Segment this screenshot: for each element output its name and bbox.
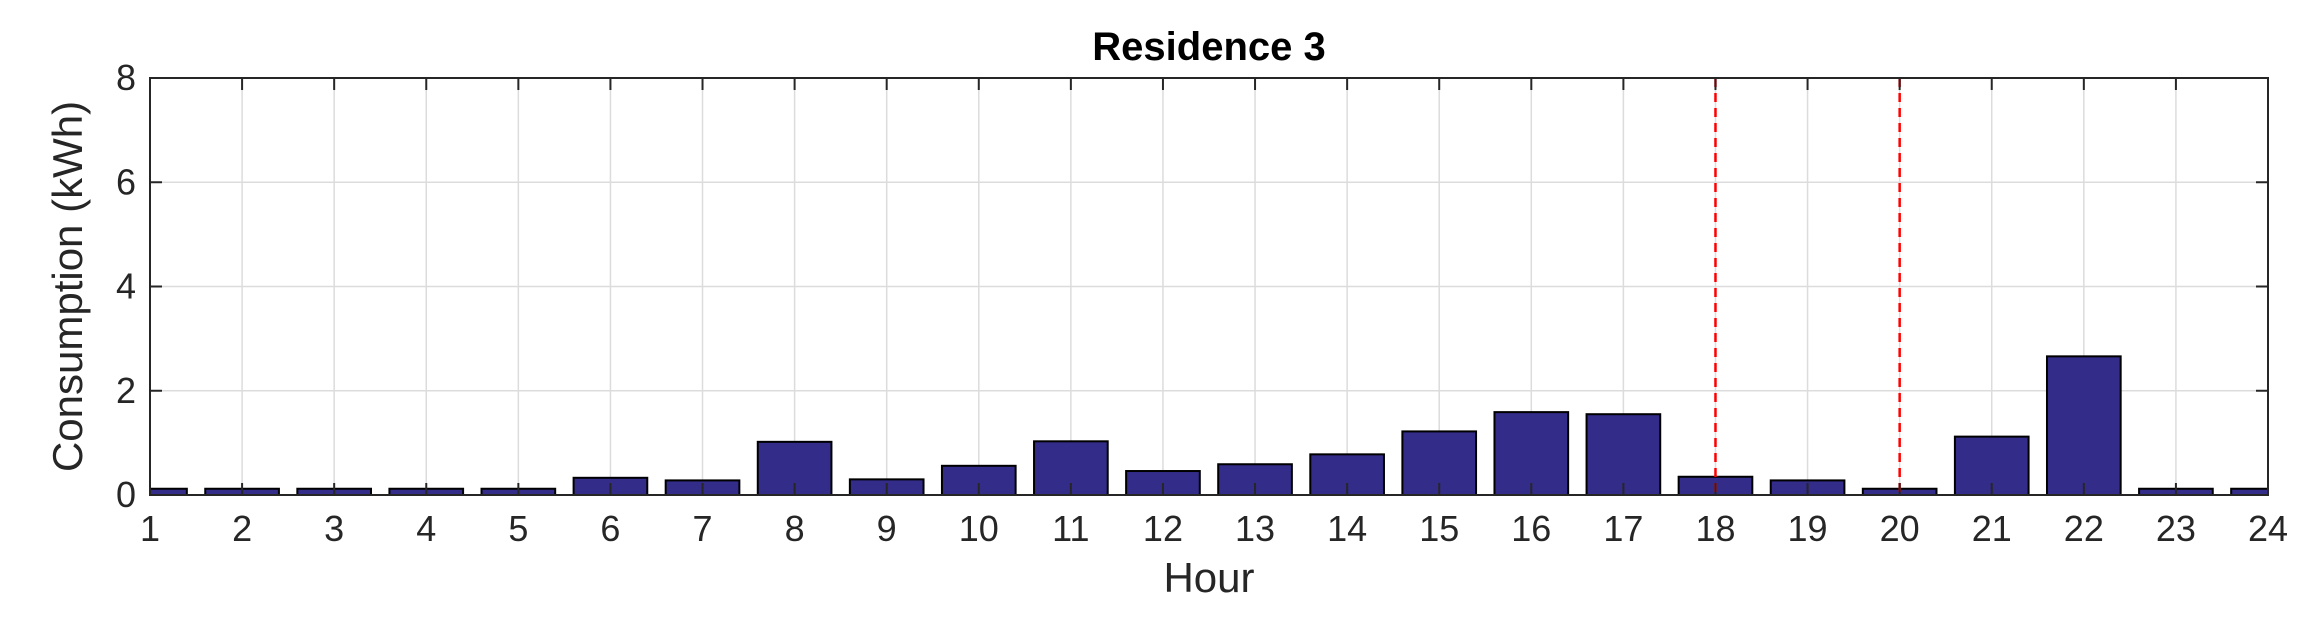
bar-hour-16 — [1493, 411, 1570, 496]
x-tick-label: 1 — [140, 508, 160, 549]
x-tick-label: 21 — [1972, 508, 2012, 549]
x-tick-label: 13 — [1235, 508, 1275, 549]
x-tick-label: 8 — [785, 508, 805, 549]
grid-layer — [149, 77, 2269, 496]
y-tick-label: 8 — [116, 57, 136, 98]
x-tick-label: 16 — [1511, 508, 1551, 549]
x-axis-label: Hour — [1163, 554, 1254, 601]
y-tick-label: 4 — [116, 266, 136, 307]
x-tick-label: 18 — [1695, 508, 1735, 549]
x-tick-label: 5 — [508, 508, 528, 549]
x-tick-label: 19 — [1788, 508, 1828, 549]
y-tick-labels: 0 2 4 6 8 — [116, 57, 136, 515]
x-tick-label: 10 — [959, 508, 999, 549]
chart-title: Residence 3 — [1092, 25, 1325, 69]
x-tick-label: 2 — [232, 508, 252, 549]
x-tick-label: 15 — [1419, 508, 1459, 549]
y-tick-label: 2 — [116, 370, 136, 411]
y-tick-label: 6 — [116, 161, 136, 202]
x-tick-labels: 1 2 3 4 5 6 7 8 9 10 11 12 13 14 15 16 17 18 19 20 21 22 23 24 — [140, 508, 2288, 549]
x-tick-label: 12 — [1143, 508, 1183, 549]
x-tick-label: 3 — [324, 508, 344, 549]
x-tick-label: 17 — [1603, 508, 1643, 549]
x-tick-label: 9 — [877, 508, 897, 549]
x-tick-label: 4 — [416, 508, 436, 549]
x-tick-label: 22 — [2064, 508, 2104, 549]
reference-lines — [1714, 78, 1901, 495]
y-tick-label: 0 — [116, 474, 136, 515]
bar-hour-17 — [1585, 413, 1662, 496]
x-tick-label: 11 — [1052, 508, 1089, 549]
x-tick-label: 6 — [600, 508, 620, 549]
x-tick-label: 24 — [2248, 508, 2288, 549]
x-tick-label: 23 — [2156, 508, 2196, 549]
bar-hour-22 — [2045, 355, 2122, 496]
x-tick-label: 7 — [693, 508, 713, 549]
ticks-layer — [149, 77, 2269, 496]
bars-layer — [149, 355, 2270, 497]
x-tick-label: 14 — [1327, 508, 1367, 549]
x-tick-label: 20 — [1880, 508, 1920, 549]
y-axis-label: Consumption (kWh) — [44, 101, 91, 472]
